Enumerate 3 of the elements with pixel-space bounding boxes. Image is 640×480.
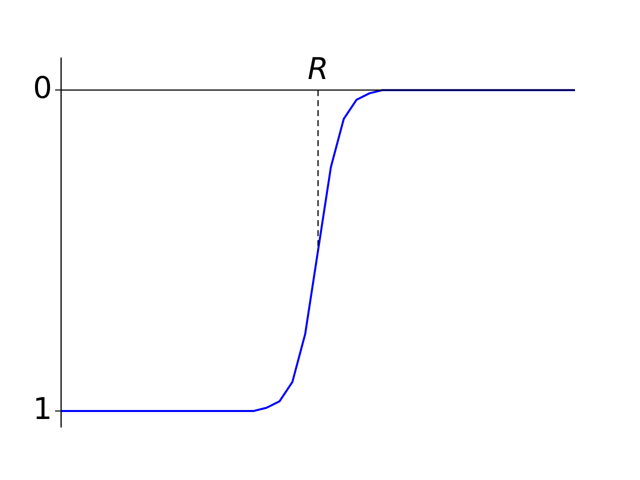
y-tick-label: 1	[32, 392, 52, 427]
y-tick-label: 0	[32, 70, 52, 106]
annotation: R	[308, 52, 328, 87]
